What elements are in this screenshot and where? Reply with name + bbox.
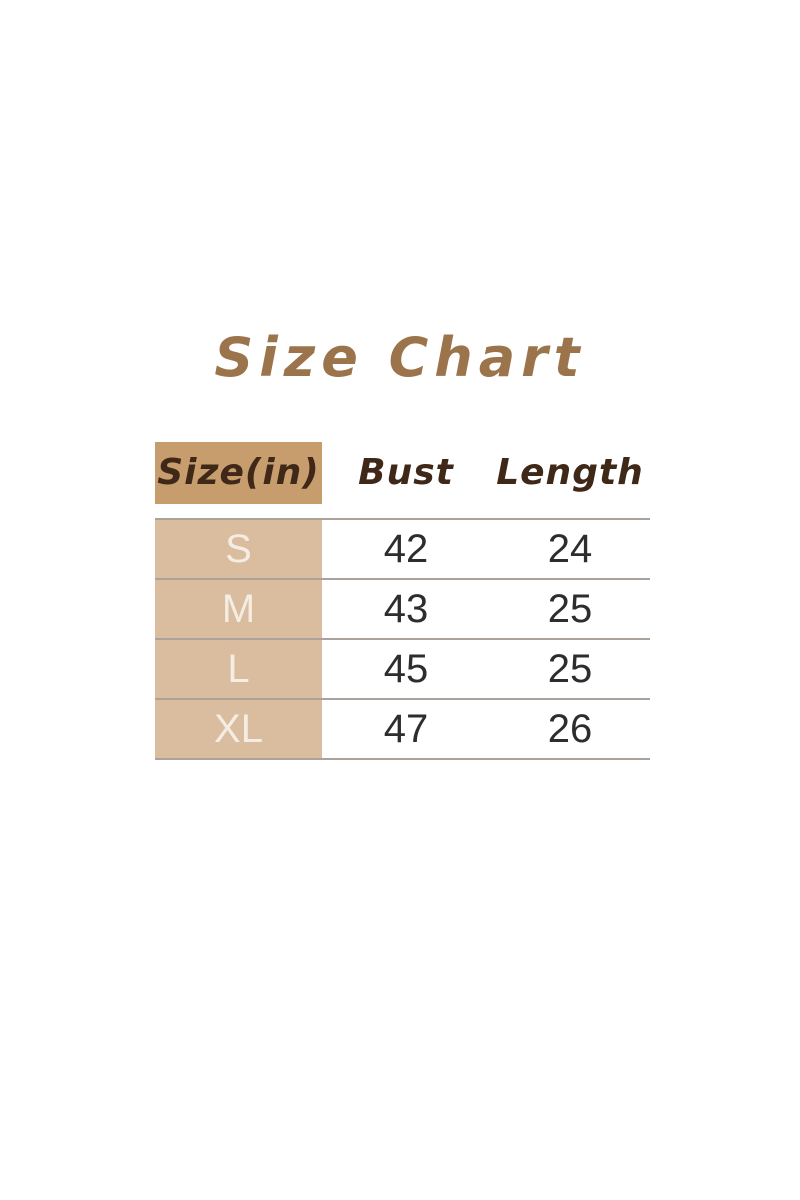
column-header-bust: Bust — [358, 452, 454, 493]
size-label: M — [155, 580, 322, 638]
bust-value: 43 — [383, 587, 429, 631]
table-row-s: S 42 24 — [155, 520, 650, 578]
length-value: 25 — [547, 587, 593, 631]
length-value: 25 — [547, 647, 593, 691]
size-label: S — [155, 520, 322, 578]
length-value: 24 — [547, 527, 593, 571]
table-row-m: M 43 25 — [155, 578, 650, 638]
page-title: Size Chart — [214, 326, 586, 389]
size-label: L — [155, 640, 322, 698]
table-row-l: L 45 25 — [155, 638, 650, 698]
length-value: 26 — [547, 707, 593, 751]
table-body: S 42 24 M 43 25 L 45 25 XL 47 26 — [155, 518, 650, 760]
column-header-size: Size(in) — [155, 442, 322, 504]
size-table: Size(in) Bust Length S 42 24 M 43 25 L 4… — [155, 442, 650, 760]
table-header-row: Size(in) Bust Length — [155, 442, 650, 504]
table-row-xl: XL 47 26 — [155, 698, 650, 758]
column-header-length: Length — [496, 452, 644, 493]
size-label: XL — [155, 700, 322, 758]
bust-value: 45 — [383, 647, 429, 691]
bust-value: 47 — [383, 707, 429, 751]
bust-value: 42 — [383, 527, 429, 571]
